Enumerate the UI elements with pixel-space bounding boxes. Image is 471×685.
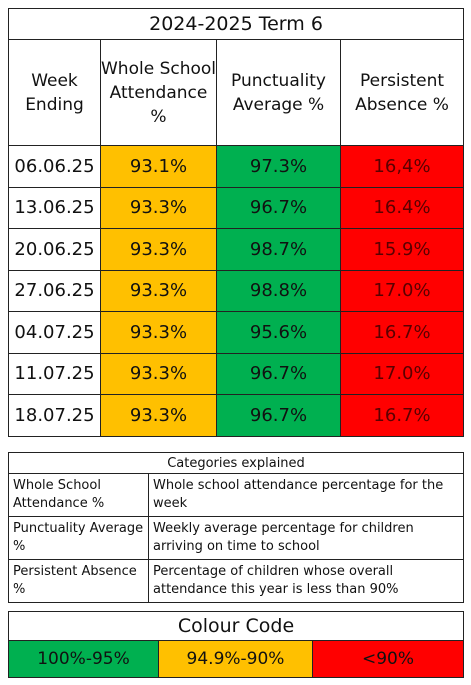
category-name: Persistent Absence % xyxy=(8,559,149,603)
category-row: Punctuality Average % Weekly average perc… xyxy=(8,516,465,560)
week-cell: 04.07.25 xyxy=(8,311,101,354)
title-row: Colour Code xyxy=(7,611,465,641)
week-cell: 11.07.25 xyxy=(8,352,101,395)
category-row: Whole School Attendance % Whole school at… xyxy=(8,473,465,517)
week-cell: 20.06.25 xyxy=(8,228,101,271)
value-cell: 93.3% xyxy=(100,394,217,437)
title-row: Categories explained xyxy=(7,452,465,474)
categories-table: Categories explained Whole School Attend… xyxy=(7,452,465,603)
value-cell: 16.7% xyxy=(339,311,465,354)
value-cell: 15.9% xyxy=(339,228,465,271)
column-header: Whole School Attendance % xyxy=(100,39,217,146)
value-cell: 96.7% xyxy=(216,352,341,395)
data-row: 04.07.25 93.3% 95.6% 16.7% xyxy=(8,311,465,354)
colour-code-table: Colour Code 100%-95% 94.9%-90% <90% xyxy=(7,611,465,678)
value-cell: 98.7% xyxy=(216,228,341,271)
data-row: 06.06.25 93.1% 97.3% 16,4% xyxy=(8,145,465,188)
week-cell: 06.06.25 xyxy=(8,145,101,188)
value-cell: 95.6% xyxy=(216,311,341,354)
data-row: 11.07.25 93.3% 96.7% 17.0% xyxy=(8,352,465,395)
week-cell: 27.06.25 xyxy=(8,269,101,312)
week-cell: 13.06.25 xyxy=(8,186,101,229)
title: 2024-2025 Term 6 xyxy=(7,8,465,40)
week-cell: 18.07.25 xyxy=(8,394,101,437)
value-cell: 93.3% xyxy=(100,228,217,271)
header-row: Week Ending Whole School Attendance % Punc… xyxy=(8,39,465,146)
colour-code-item: <90% xyxy=(311,640,465,678)
colour-code-item: 94.9%-90% xyxy=(158,640,313,678)
column-header: Punctuality Average % xyxy=(216,39,341,146)
data-row: 18.07.25 93.3% 96.7% 16.7% xyxy=(8,394,465,437)
category-row: Persistent Absence % Percentage of childr… xyxy=(8,559,465,603)
attendance-table: 2024-2025 Term 6 Week Ending Whole School… xyxy=(7,8,465,437)
value-cell: 17.0% xyxy=(339,352,465,395)
data-row: 13.06.25 93.3% 96.7% 16.4% xyxy=(8,186,465,229)
value-cell: 16.7% xyxy=(339,394,465,437)
value-cell: 93.3% xyxy=(100,352,217,395)
category-description: Whole school attendance percentage for t… xyxy=(147,473,465,517)
colour-code-title: Colour Code xyxy=(7,611,465,641)
value-cell: 98.8% xyxy=(216,269,341,312)
title-row: 2024-2025 Term 6 xyxy=(7,8,465,40)
value-cell: 96.7% xyxy=(216,394,341,437)
column-header: Week Ending xyxy=(8,39,101,146)
value-cell: 97.3% xyxy=(216,145,341,188)
colour-code-row: 100%-95% 94.9%-90% <90% xyxy=(8,640,465,678)
data-row: 20.06.25 93.3% 98.7% 15.9% xyxy=(8,228,465,271)
category-description: Weekly average percentage for children a… xyxy=(147,516,465,560)
colour-code-item: 100%-95% xyxy=(8,640,159,678)
value-cell: 96.7% xyxy=(216,186,341,229)
category-name: Whole School Attendance % xyxy=(8,473,149,517)
value-cell: 93.3% xyxy=(100,186,217,229)
value-cell: 93.3% xyxy=(100,311,217,354)
category-description: Percentage of children whose overall att… xyxy=(147,559,465,603)
category-name: Punctuality Average % xyxy=(8,516,149,560)
value-cell: 17.0% xyxy=(339,269,465,312)
data-row: 27.06.25 93.3% 98.8% 17.0% xyxy=(8,269,465,312)
categories-title: Categories explained xyxy=(7,452,465,474)
value-cell: 16,4% xyxy=(339,145,465,188)
value-cell: 93.1% xyxy=(100,145,217,188)
value-cell: 93.3% xyxy=(100,269,217,312)
column-header: Persistent Absence % xyxy=(339,39,465,146)
value-cell: 16.4% xyxy=(339,186,465,229)
